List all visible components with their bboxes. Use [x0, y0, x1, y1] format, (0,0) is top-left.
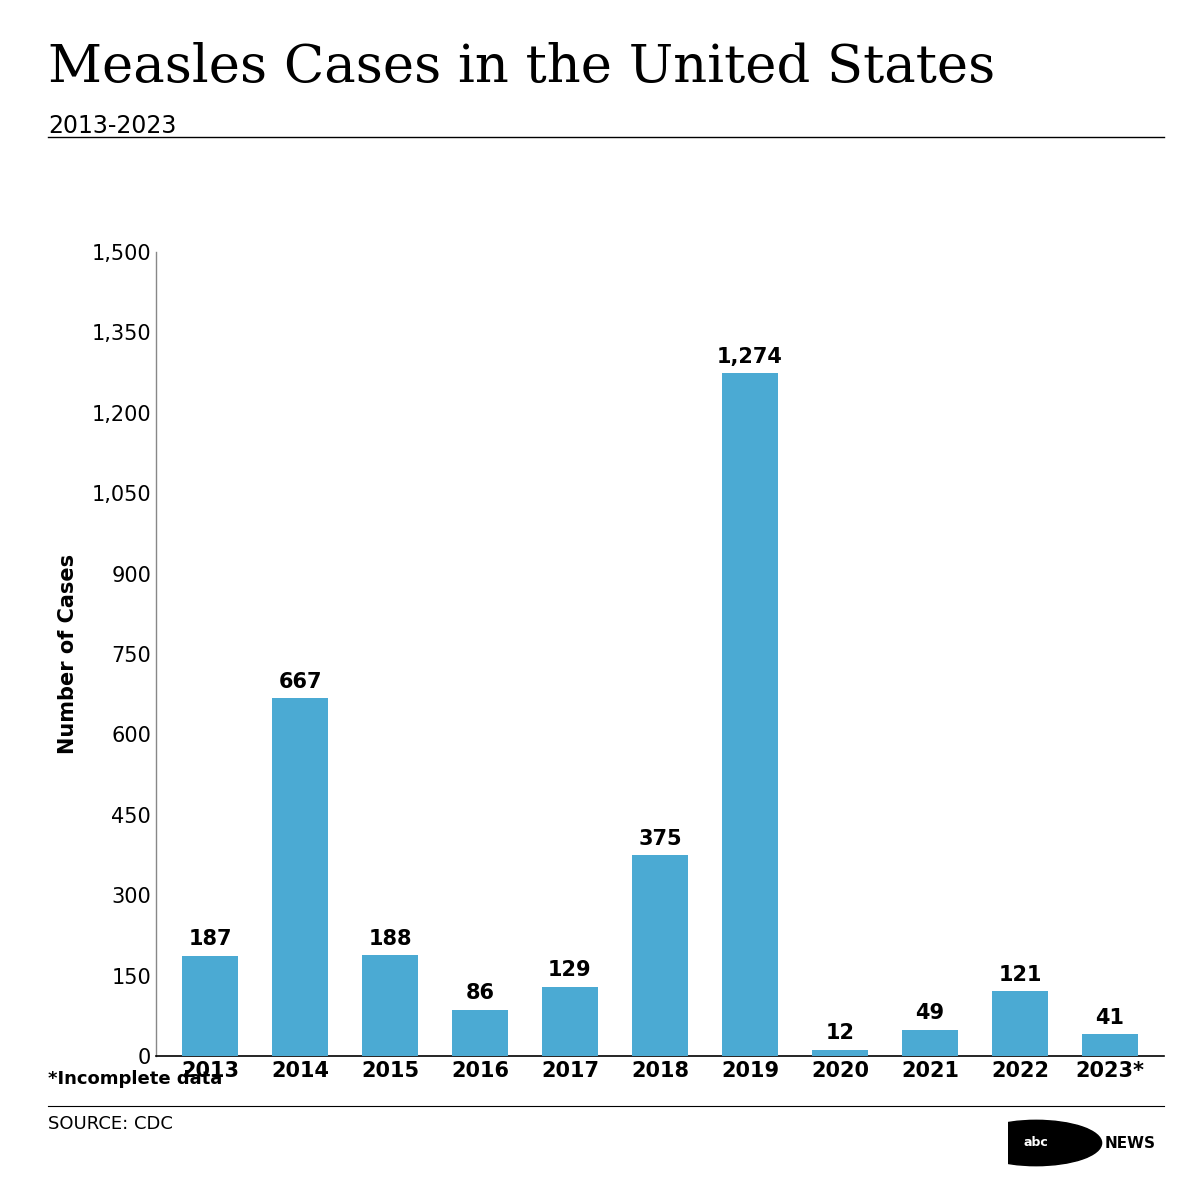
Bar	[182, 955, 238, 1056]
Bar	[272, 698, 328, 1056]
Text: 667: 667	[278, 672, 322, 692]
Text: 2013-2023: 2013-2023	[48, 114, 176, 138]
Bar	[542, 986, 598, 1056]
Bar	[812, 1050, 868, 1056]
Text: 86: 86	[466, 984, 494, 1003]
Text: NEWS: NEWS	[1105, 1135, 1156, 1151]
Text: Measles Cases in the United States: Measles Cases in the United States	[48, 42, 995, 92]
Bar	[362, 955, 418, 1056]
Bar	[902, 1030, 958, 1056]
Bar	[1082, 1034, 1138, 1056]
Bar	[452, 1010, 508, 1056]
Text: 1,274: 1,274	[718, 347, 782, 367]
Bar	[992, 991, 1048, 1056]
Text: abc: abc	[1024, 1136, 1049, 1150]
Bar	[632, 854, 688, 1056]
Text: 129: 129	[548, 960, 592, 980]
Bar	[722, 373, 778, 1056]
Text: 12: 12	[826, 1024, 854, 1043]
Text: 49: 49	[916, 1003, 944, 1024]
Text: *Incomplete data: *Incomplete data	[48, 1070, 222, 1088]
Text: 187: 187	[188, 929, 232, 949]
Text: 121: 121	[998, 965, 1042, 985]
Circle shape	[971, 1121, 1102, 1165]
Y-axis label: Number of Cases: Number of Cases	[58, 554, 78, 754]
Text: 188: 188	[368, 929, 412, 949]
Text: SOURCE: CDC: SOURCE: CDC	[48, 1115, 173, 1133]
Text: 375: 375	[638, 828, 682, 848]
Text: 41: 41	[1096, 1008, 1124, 1027]
